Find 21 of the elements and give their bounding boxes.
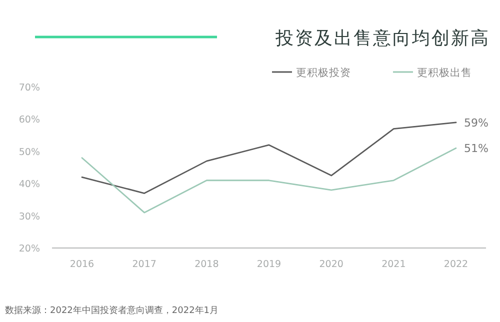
source-note: 数据来源：2022年中国投资者意向调查，2022年1月 [5, 305, 219, 316]
y-tick-label: 30% [18, 211, 40, 222]
x-tick-label: 2016 [70, 259, 94, 270]
line-series [81, 147, 457, 214]
data-label: 59% [464, 116, 488, 130]
data-label: 51% [464, 142, 488, 156]
x-tick-label: 2018 [194, 259, 219, 270]
chart-title: 投资及出售意向均创新高 [274, 28, 490, 49]
y-tick-label: 50% [18, 146, 40, 158]
legend-label: 更积极出售 [417, 66, 472, 79]
line-series [81, 122, 457, 194]
x-tick-label: 2021 [382, 259, 406, 270]
x-tick-label: 2019 [256, 259, 282, 270]
y-tick-label: 60% [18, 114, 40, 126]
y-tick-label: 40% [18, 179, 40, 190]
y-tick-label: 20% [18, 244, 40, 254]
x-tick-label: 2017 [132, 259, 156, 270]
y-tick-label: 70% [18, 82, 40, 94]
x-tick-label: 2020 [319, 259, 344, 270]
legend-label: 更积极投资 [296, 67, 351, 79]
x-tick-label: 2022 [444, 259, 468, 270]
